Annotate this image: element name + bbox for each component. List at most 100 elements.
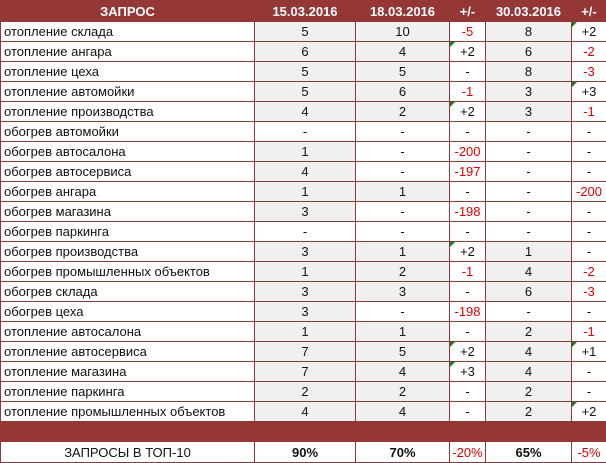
query-cell[interactable]: отопление автомойки (1, 82, 255, 102)
position-cell[interactable]: 1 (356, 322, 450, 342)
query-cell[interactable]: обогрев автомойки (1, 122, 255, 142)
diff-cell[interactable]: - (572, 142, 606, 162)
query-cell[interactable]: обогрев автосалона (1, 142, 255, 162)
position-cell[interactable]: 1 (255, 182, 356, 202)
query-cell[interactable]: отопление автосервиса (1, 342, 255, 362)
position-cell[interactable]: 4 (356, 362, 450, 382)
position-cell[interactable]: - (486, 142, 572, 162)
position-cell[interactable]: 4 (486, 262, 572, 282)
diff-cell[interactable]: -5 (450, 22, 486, 42)
position-cell[interactable]: 7 (255, 342, 356, 362)
position-cell[interactable]: 4 (356, 402, 450, 422)
diff-cell[interactable]: -198 (450, 302, 486, 322)
diff-cell[interactable]: - (572, 162, 606, 182)
position-cell[interactable]: 2 (486, 402, 572, 422)
position-cell[interactable]: 3 (486, 102, 572, 122)
diff-cell[interactable]: - (572, 202, 606, 222)
diff-cell[interactable]: - (450, 62, 486, 82)
position-cell[interactable]: 3 (486, 82, 572, 102)
diff-cell[interactable]: -197 (450, 162, 486, 182)
diff-cell[interactable]: - (450, 282, 486, 302)
query-cell[interactable]: отопление склада (1, 22, 255, 42)
query-cell[interactable]: обогрев производства (1, 242, 255, 262)
diff-cell[interactable]: - (450, 222, 486, 242)
position-cell[interactable]: 5 (356, 62, 450, 82)
query-cell[interactable]: обогрев паркинга (1, 222, 255, 242)
position-cell[interactable]: 2 (356, 262, 450, 282)
position-cell[interactable]: - (356, 142, 450, 162)
diff-cell[interactable]: -1 (572, 322, 606, 342)
position-cell[interactable]: 5 (255, 82, 356, 102)
position-cell[interactable]: - (486, 162, 572, 182)
position-cell[interactable]: 5 (255, 62, 356, 82)
diff-cell[interactable]: -200 (572, 182, 606, 202)
diff-cell[interactable]: +2 (450, 342, 486, 362)
diff-cell[interactable]: - (450, 382, 486, 402)
position-cell[interactable]: 8 (486, 62, 572, 82)
diff-cell[interactable]: -3 (572, 282, 606, 302)
position-cell[interactable]: - (255, 122, 356, 142)
query-cell[interactable]: обогрев цеха (1, 302, 255, 322)
diff-cell[interactable]: - (450, 122, 486, 142)
diff-cell[interactable]: - (572, 362, 606, 382)
position-cell[interactable]: 1 (255, 142, 356, 162)
diff-cell[interactable]: +2 (450, 102, 486, 122)
position-cell[interactable]: 4 (255, 102, 356, 122)
query-cell[interactable]: отопление паркинга (1, 382, 255, 402)
query-cell[interactable]: отопление производства (1, 102, 255, 122)
diff-cell[interactable]: -2 (572, 42, 606, 62)
query-cell[interactable]: обогрев ангара (1, 182, 255, 202)
position-cell[interactable]: 4 (356, 42, 450, 62)
position-cell[interactable]: 2 (486, 382, 572, 402)
position-cell[interactable]: 4 (255, 162, 356, 182)
diff-cell[interactable]: +2 (450, 242, 486, 262)
diff-cell[interactable]: -1 (450, 262, 486, 282)
query-cell[interactable]: отопление промышленных объектов (1, 402, 255, 422)
diff-cell[interactable]: -198 (450, 202, 486, 222)
diff-cell[interactable]: -2 (572, 262, 606, 282)
diff-cell[interactable]: +3 (572, 82, 606, 102)
position-cell[interactable]: 4 (486, 362, 572, 382)
diff-cell[interactable]: +2 (572, 402, 606, 422)
diff-cell[interactable]: - (450, 322, 486, 342)
diff-cell[interactable]: - (572, 122, 606, 142)
position-cell[interactable]: 6 (486, 282, 572, 302)
query-cell[interactable]: отопление ангара (1, 42, 255, 62)
position-cell[interactable]: 1 (486, 242, 572, 262)
position-cell[interactable]: - (356, 202, 450, 222)
position-cell[interactable]: - (356, 222, 450, 242)
position-cell[interactable]: 2 (356, 102, 450, 122)
position-cell[interactable]: - (486, 202, 572, 222)
diff-cell[interactable]: - (572, 242, 606, 262)
query-cell[interactable]: обогрев склада (1, 282, 255, 302)
position-cell[interactable]: 6 (255, 42, 356, 62)
position-cell[interactable]: 6 (356, 82, 450, 102)
position-cell[interactable]: 3 (356, 282, 450, 302)
diff-cell[interactable]: - (450, 402, 486, 422)
position-cell[interactable]: - (486, 302, 572, 322)
position-cell[interactable]: 3 (255, 302, 356, 322)
position-cell[interactable]: 5 (356, 342, 450, 362)
query-cell[interactable]: отопление магазина (1, 362, 255, 382)
position-cell[interactable]: 6 (486, 42, 572, 62)
diff-cell[interactable]: -3 (572, 62, 606, 82)
position-cell[interactable]: 2 (486, 322, 572, 342)
position-cell[interactable]: 5 (255, 22, 356, 42)
position-cell[interactable]: - (356, 162, 450, 182)
diff-cell[interactable]: +2 (572, 22, 606, 42)
position-cell[interactable]: 7 (255, 362, 356, 382)
diff-cell[interactable]: - (572, 302, 606, 322)
position-cell[interactable]: - (486, 182, 572, 202)
position-cell[interactable]: 3 (255, 242, 356, 262)
position-cell[interactable]: 8 (486, 22, 572, 42)
position-cell[interactable]: - (486, 222, 572, 242)
query-cell[interactable]: обогрев автосервиса (1, 162, 255, 182)
query-cell[interactable]: отопление цеха (1, 62, 255, 82)
diff-cell[interactable]: - (572, 382, 606, 402)
diff-cell[interactable]: - (572, 222, 606, 242)
query-cell[interactable]: обогрев промышленных объектов (1, 262, 255, 282)
position-cell[interactable]: - (356, 122, 450, 142)
position-cell[interactable]: 1 (255, 262, 356, 282)
position-cell[interactable]: 3 (255, 202, 356, 222)
diff-cell[interactable]: +1 (572, 342, 606, 362)
